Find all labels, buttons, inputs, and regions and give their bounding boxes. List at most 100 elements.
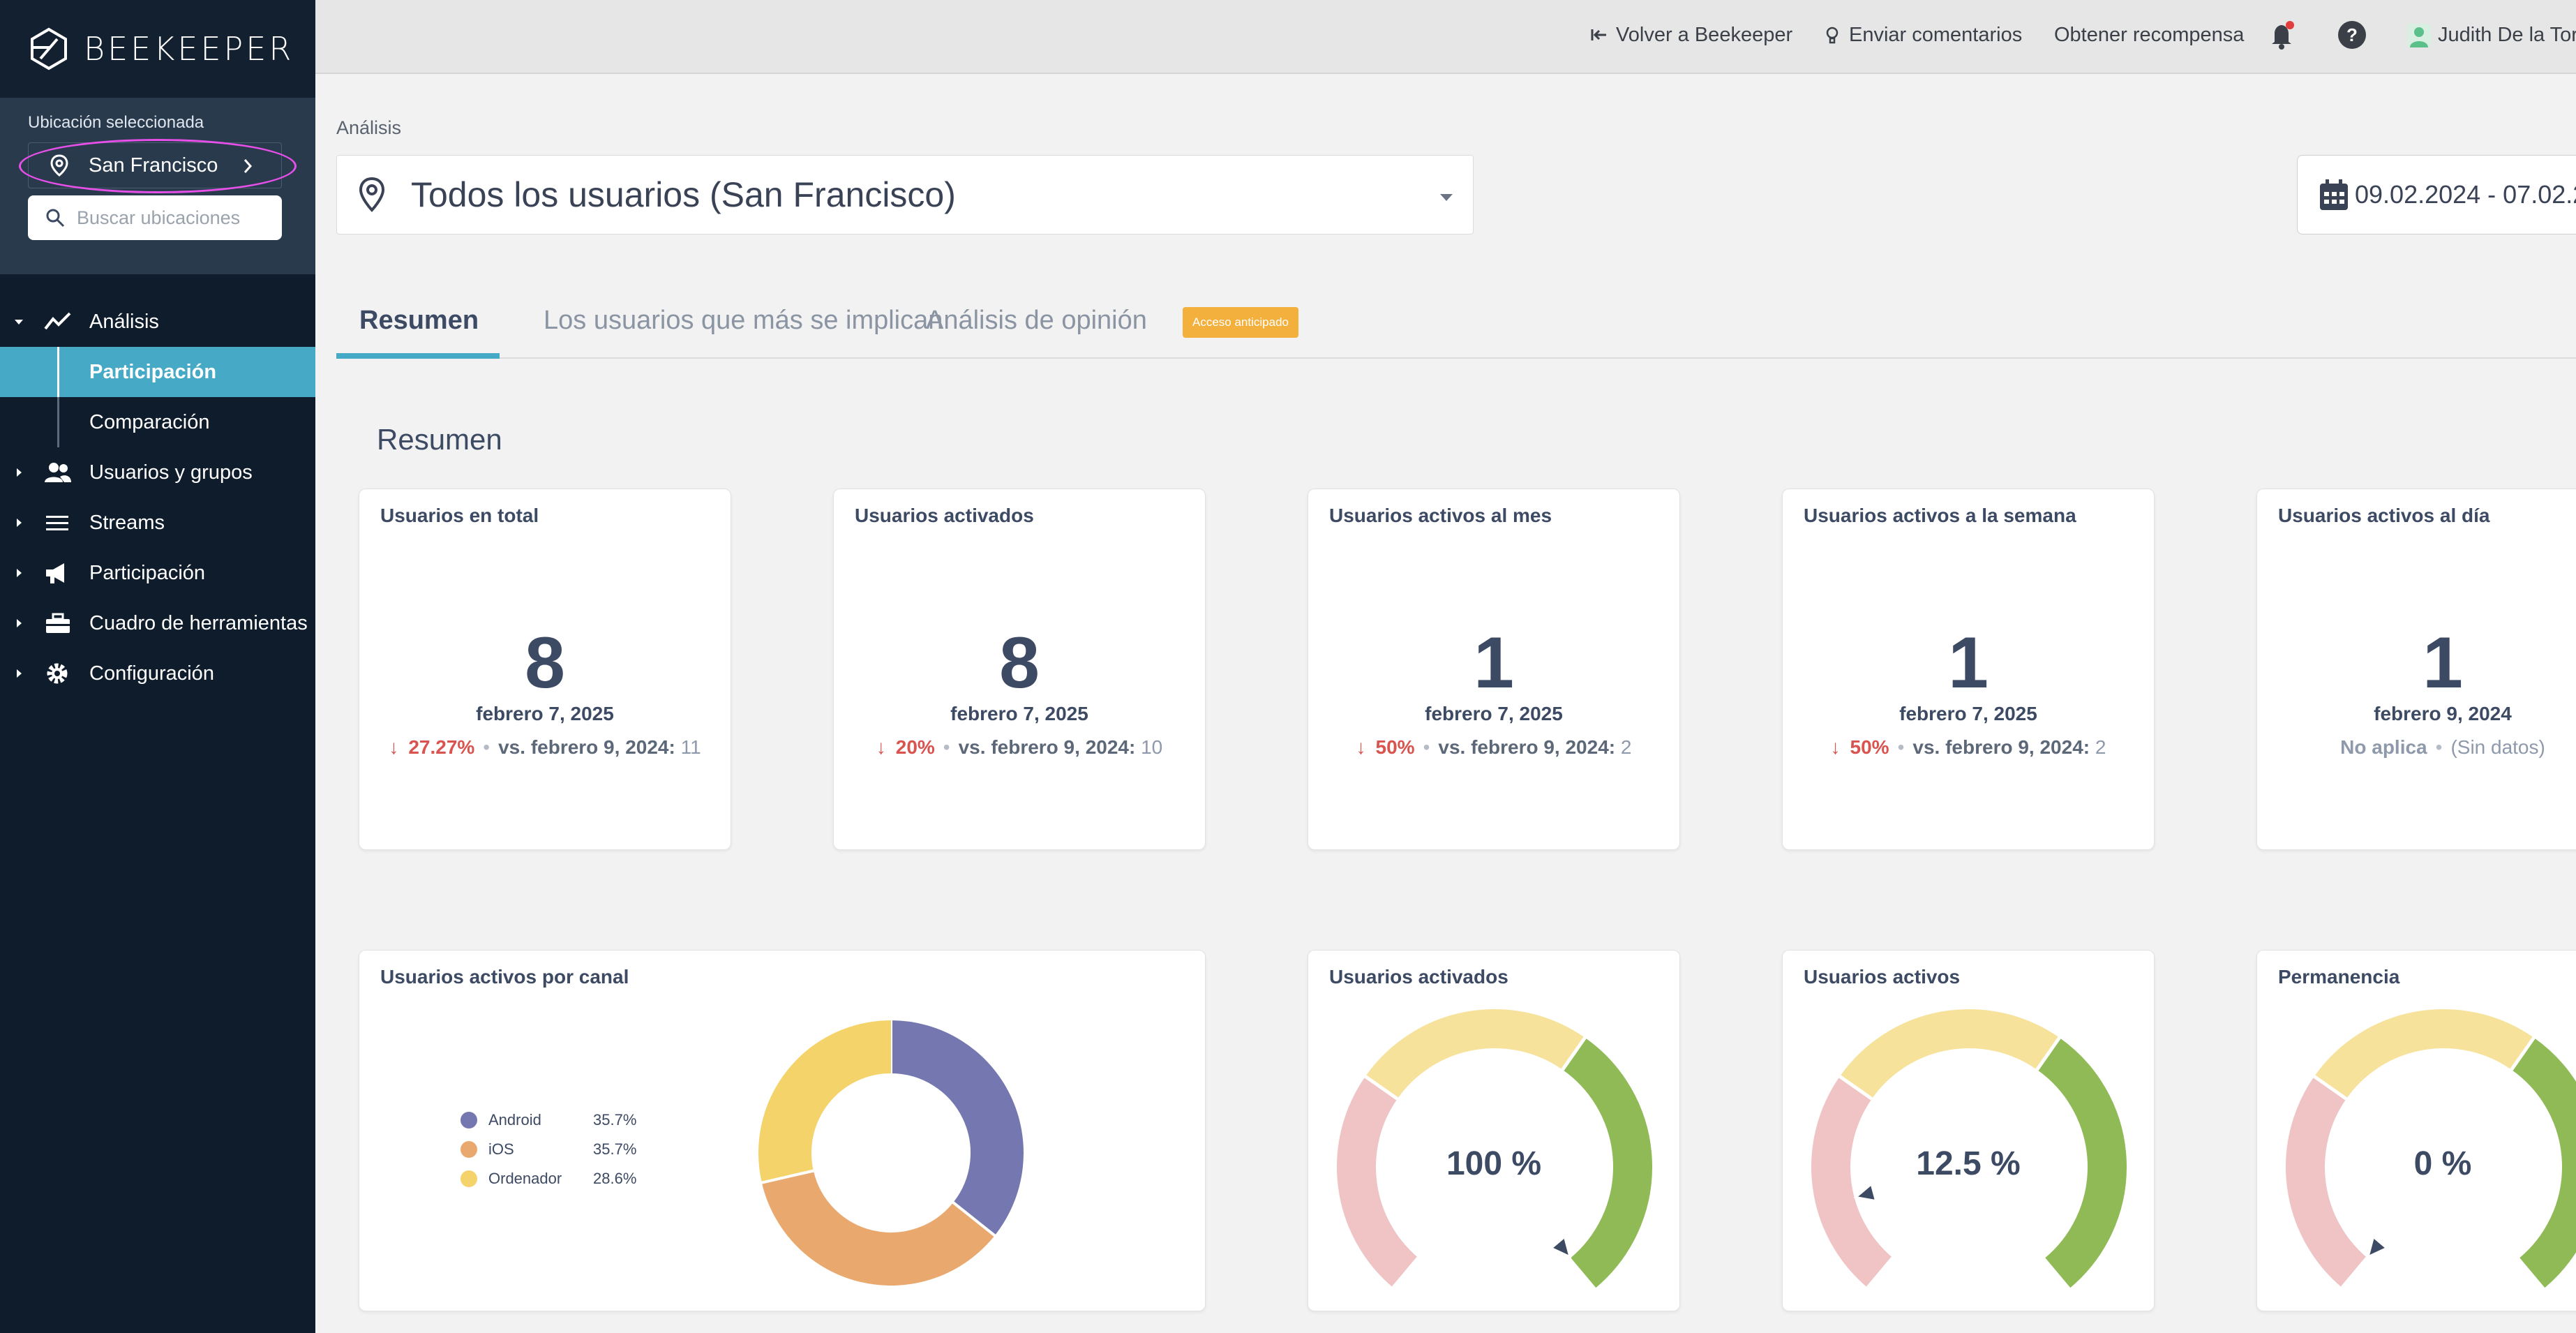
gauge-mid-segment: [1365, 1009, 1585, 1099]
donut-slice-ordenador[interactable]: [758, 1020, 892, 1183]
sidebar-item-configuracion[interactable]: Configuración: [0, 648, 315, 699]
gauge-separator: [1391, 1256, 1420, 1289]
gauge-mid-segment: [1839, 1009, 2060, 1099]
legend-item: iOS 35.7%: [460, 1135, 642, 1164]
sidebar-item-label: Análisis: [89, 310, 159, 333]
gauge-pointer: [1549, 1235, 1572, 1259]
sidebar-item-label: Cuadro de herramientas: [89, 611, 308, 634]
delta-percent: 27.27%: [408, 736, 475, 758]
gauge-separator: [2313, 1075, 2348, 1101]
location-pin-icon: [359, 177, 385, 212]
send-feedback-link[interactable]: Enviar comentarios: [1822, 0, 2022, 70]
brand[interactable]: BEEKEEPER: [0, 0, 315, 98]
donut-separator: [760, 1169, 816, 1185]
comparison-value: 2: [1620, 736, 1632, 758]
get-reward-link[interactable]: Obtener recompensa: [2054, 0, 2244, 70]
gauge-value: 12.5 %: [1916, 1145, 2021, 1182]
date-range-picker[interactable]: 09.02.2024 - 07.02.20: [2297, 155, 2576, 234]
highlight-ring: [19, 139, 297, 193]
nav-indent-bar: [57, 347, 59, 397]
caret-right-icon: [17, 468, 22, 477]
back-to-beekeeper-link[interactable]: Volver a Beekeeper: [1589, 0, 1792, 70]
location-search-placeholder: Buscar ubicaciones: [77, 207, 241, 228]
delta-percent: 20%: [895, 736, 935, 758]
donut-slice-ios[interactable]: [761, 1170, 995, 1286]
location-search-input[interactable]: Buscar ubicaciones: [28, 195, 282, 240]
legend-label: Ordenador: [488, 1170, 562, 1187]
sidebar-item-label: Streams: [89, 511, 165, 534]
card-title: Usuarios activados: [855, 505, 1034, 526]
stat-value: 8: [999, 623, 1040, 703]
gauge-low-segment: [1811, 1076, 1894, 1288]
sidebar-item-usuarios[interactable]: Usuarios y grupos: [0, 447, 315, 498]
chevron-right-icon: [244, 159, 253, 173]
user-menu[interactable]: Judith De la Tor: [2407, 0, 2576, 70]
sidebar-nav: Análisis Participación Comparación Usuar…: [0, 297, 315, 699]
comparison-label: vs. febrero 9, 2024:: [1912, 736, 2090, 758]
feedback-label: Enviar comentarios: [1849, 23, 2023, 46]
bell-icon: [2272, 21, 2294, 50]
gauge-chart: [1337, 1009, 1652, 1289]
gauge-separator: [2510, 1036, 2536, 1071]
comparison-label: vs. febrero 9, 2024:: [958, 736, 1136, 758]
tab-label: Resumen: [359, 306, 479, 335]
help-button[interactable]: ?: [2337, 0, 2374, 70]
calendar-icon: [2320, 179, 2348, 210]
user-filter-select[interactable]: Todos los usuarios (San Francisco): [336, 155, 1474, 234]
gauge-card: Usuarios activos 12.5 %: [1782, 950, 2155, 1311]
tab-top-users[interactable]: Los usuarios que más se implican: [544, 297, 943, 357]
caret-right-icon: [17, 669, 22, 678]
donut-slice-android[interactable]: [890, 1020, 1024, 1236]
card-title: Usuarios activos a la semana: [1804, 505, 2076, 526]
sidebar-item-comparacion[interactable]: Comparación: [0, 397, 315, 447]
no-data-label: (Sin datos): [2450, 736, 2545, 758]
caret-right-icon: [17, 569, 22, 577]
tab-resumen[interactable]: Resumen: [336, 297, 500, 359]
stat-card: Usuarios activos a la semana 1 febrero 7…: [1782, 489, 2155, 850]
legend-label: iOS: [488, 1140, 514, 1158]
search-icon: [46, 209, 65, 228]
back-arrow-icon: [1591, 29, 1606, 40]
gauge-value: 0 %: [2413, 1145, 2472, 1182]
stat-date: febrero 7, 2025: [1425, 703, 1563, 724]
card-title: Usuarios activos al mes: [1329, 505, 1552, 526]
card-title: Usuarios activos por canal: [380, 966, 629, 988]
legend-value: 35.7%: [593, 1111, 637, 1129]
user-filter-value: Todos los usuarios (San Francisco): [411, 175, 956, 214]
arrow-down-icon: ↓: [1356, 736, 1366, 758]
arrow-down-icon: ↓: [389, 736, 399, 758]
reward-label: Obtener recompensa: [2054, 23, 2245, 46]
trend-icon: [44, 312, 71, 330]
stat-delta: ↓ 20% • vs. febrero 9, 2024: 10: [834, 736, 1205, 759]
stat-value: 1: [2423, 623, 2463, 703]
beekeeper-logo-icon: [31, 27, 67, 70]
sidebar-item-analisis[interactable]: Análisis: [0, 297, 315, 347]
tab-opinion-analysis[interactable]: Análisis de opinión: [926, 297, 1147, 357]
tab-bar: Resumen Los usuarios que más se implican…: [336, 297, 2576, 359]
notifications-button[interactable]: [2269, 0, 2304, 70]
gauge-chart: [2286, 1009, 2576, 1289]
sidebar-item-participacion-sub[interactable]: Participación: [0, 347, 315, 397]
stat-delta: ↓ 50% • vs. febrero 9, 2024: 2: [1783, 736, 2154, 759]
legend-item: Ordenador 28.6%: [460, 1164, 642, 1193]
stat-value: 8: [525, 623, 565, 703]
legend-swatch: [460, 1141, 477, 1158]
gauge-pointer: [1853, 1182, 1878, 1202]
channel-donut-chart: [758, 1019, 1024, 1286]
sidebar-item-streams[interactable]: Streams: [0, 498, 315, 548]
stat-card: Usuarios activos al día 1 febrero 9, 202…: [2256, 489, 2576, 850]
legend-swatch: [460, 1170, 477, 1187]
comparison-label: vs. febrero 9, 2024:: [1438, 736, 1616, 758]
location-selector-button[interactable]: San Francisco: [19, 139, 297, 193]
separator-dot: •: [943, 736, 950, 758]
gauge-high-segment: [2511, 1037, 2576, 1288]
caret-down-icon: [15, 320, 23, 325]
legend-swatch: [460, 1112, 477, 1129]
sidebar-item-participacion[interactable]: Participación: [0, 548, 315, 598]
gauge-value: 100 %: [1446, 1145, 1542, 1182]
sidebar-item-herramientas[interactable]: Cuadro de herramientas: [0, 598, 315, 648]
separator-dot: •: [1897, 736, 1905, 758]
stat-date: febrero 7, 2025: [1899, 703, 2037, 724]
section-title: Resumen: [377, 423, 502, 456]
delta-percent: 50%: [1375, 736, 1415, 758]
